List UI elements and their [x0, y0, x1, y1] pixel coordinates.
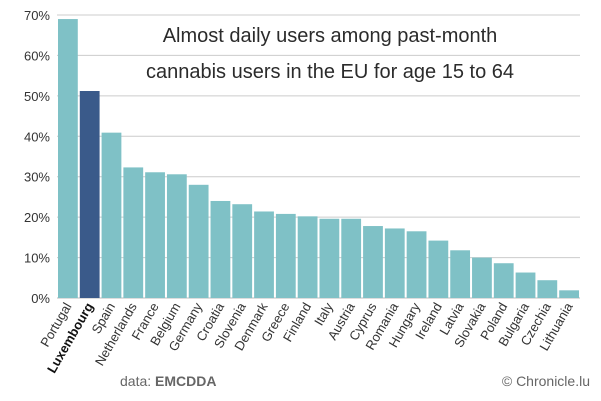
- bar-spain: [101, 132, 122, 298]
- bar-denmark: [254, 211, 274, 298]
- footer: data: EMCDDA © Chronicle.lu: [120, 373, 590, 389]
- bar-france: [145, 172, 165, 298]
- bar-bulgaria: [515, 272, 536, 298]
- bar-croatia: [210, 200, 231, 298]
- bar-belgium: [166, 174, 187, 298]
- bars: [58, 19, 579, 299]
- bar-italy: [319, 218, 340, 298]
- y-axis: 0% 10% 20% 30% 40% 50% 60% 70%: [24, 8, 50, 306]
- y-tick-label: 50%: [24, 89, 50, 104]
- bar-luxembourg: [79, 91, 100, 299]
- bar-latvia: [450, 250, 471, 298]
- y-tick-label: 20%: [24, 210, 50, 225]
- bar-germany: [188, 184, 209, 298]
- y-tick-label: 0%: [31, 291, 50, 306]
- chart-title-line-1: Almost daily users among past-month: [163, 25, 498, 47]
- y-tick-label: 30%: [24, 170, 50, 185]
- bar-czechia: [537, 280, 558, 298]
- y-tick-label: 10%: [24, 251, 50, 266]
- bar-greece: [275, 213, 296, 298]
- bar-ireland: [428, 240, 449, 298]
- chart-title-line-2: cannabis users in the EU for age 15 to 6…: [146, 61, 514, 83]
- bar-poland: [493, 263, 514, 298]
- bar-portugal: [58, 19, 78, 299]
- bar-finland: [297, 216, 318, 298]
- credit: © Chronicle.lu: [502, 373, 590, 389]
- source-name: EMCDDA: [155, 373, 216, 389]
- gridlines: [57, 14, 580, 299]
- bar-romania: [384, 228, 405, 298]
- bar-slovakia: [472, 257, 492, 298]
- bar-austria: [341, 218, 362, 298]
- y-tick-label: 40%: [24, 129, 50, 144]
- bar-hungary: [406, 231, 427, 298]
- y-tick-label: 60%: [24, 48, 50, 63]
- bar-lithuania: [559, 290, 579, 298]
- bar-slovenia: [232, 204, 253, 298]
- source-note: data: EMCDDA: [120, 373, 216, 389]
- chart-title: Almost daily users among past-month cann…: [146, 25, 514, 83]
- y-tick-label: 70%: [24, 8, 50, 23]
- x-axis: PortugalLuxembourgSpainNetherlandsFrance…: [37, 299, 576, 375]
- bar-cyprus: [363, 226, 383, 298]
- bar-netherlands: [123, 167, 144, 298]
- source-prefix: data:: [120, 373, 155, 389]
